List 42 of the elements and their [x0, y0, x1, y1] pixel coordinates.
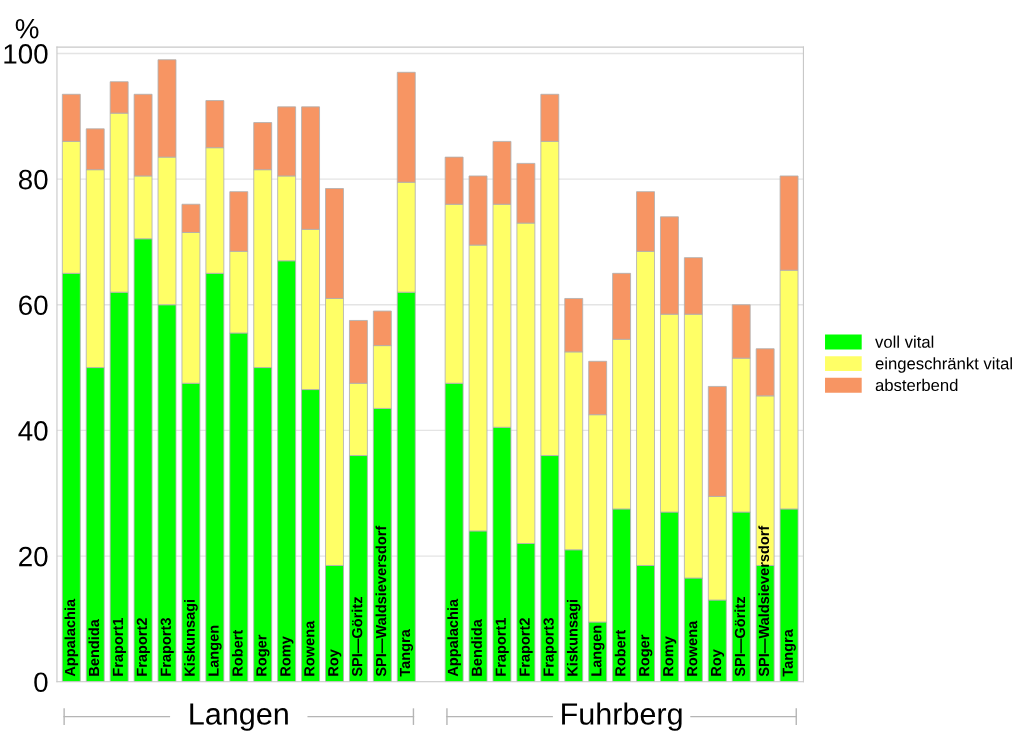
- x-tick-label: Rowena: [687, 620, 698, 676]
- legend-label: voll vital: [875, 335, 934, 348]
- y-tick-label: 80: [18, 169, 48, 190]
- x-tick-label: Roger: [256, 634, 270, 676]
- x-tick-label: Robert: [614, 629, 626, 676]
- text: Langen: [190, 703, 288, 731]
- x-tick-label: Appalachia: [447, 598, 461, 677]
- x-tick-label: SPI—Waldsieversdorf: [758, 525, 770, 677]
- legend-label: absterbend: [875, 378, 958, 392]
- x-tick-label: SPI—Göritz: [351, 597, 363, 677]
- y-tick-label: 20: [19, 546, 48, 567]
- x-tick-label: Roger: [639, 634, 653, 676]
- x-tick-label: Rowena: [304, 620, 315, 676]
- x-tick-label: Fraport3: [543, 618, 557, 676]
- x-tick-label: Fraport1: [495, 617, 509, 676]
- x-tick-label: Kiskunsagi: [566, 599, 581, 676]
- y-tick-label: 100: [4, 44, 48, 64]
- legend-label: eingeschränkt vital: [875, 357, 1012, 373]
- x-tick-label: SPI—Waldsieversdorf: [375, 525, 387, 677]
- y-axis-title: %: [15, 18, 39, 39]
- y-tick-label: 60: [19, 295, 48, 316]
- x-tick-label: Langen: [208, 625, 222, 676]
- y-tick-label: 40: [18, 421, 48, 441]
- x-tick-label: Romy: [280, 636, 294, 676]
- x-tick-label: Kiskunsagi: [184, 599, 198, 676]
- x-tick-label: Fraport2: [136, 618, 150, 676]
- x-tick-label: Fraport2: [519, 618, 533, 676]
- x-tick-label: SPI—Göritz: [734, 597, 746, 677]
- x-tick-label: Fraport1: [112, 617, 126, 676]
- x-tick-label: Tangra: [399, 629, 414, 677]
- x-tick-label: Bendida: [88, 619, 100, 676]
- x-tick-label: Langen: [591, 625, 605, 676]
- x-tick-label: Bendida: [471, 619, 482, 676]
- x-tick-label: Appalachia: [64, 598, 79, 677]
- x-tick-label: Romy: [663, 636, 677, 676]
- x-tick-label: Fraport3: [160, 618, 174, 676]
- x-tick-label: Tangra: [782, 629, 796, 677]
- y-tick-label: 0: [34, 672, 48, 693]
- x-tick-label: Roy: [328, 649, 342, 676]
- x-tick-label: Robert: [231, 629, 243, 676]
- text: Fuhrberg: [562, 702, 682, 731]
- x-tick-label: Roy: [711, 649, 725, 676]
